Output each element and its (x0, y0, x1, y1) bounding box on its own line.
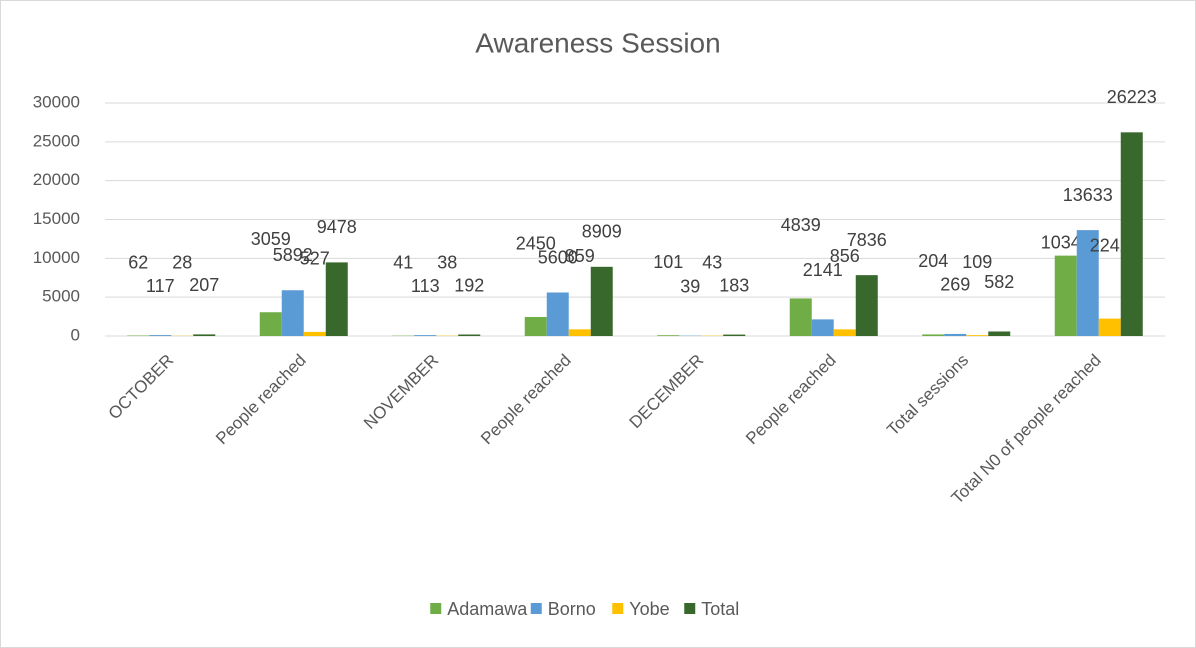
data-label: 859 (565, 246, 595, 266)
bar (524, 316, 547, 336)
data-label: 3059 (251, 229, 291, 249)
bar (1120, 132, 1143, 336)
bar (944, 333, 967, 336)
legend-swatch (530, 603, 542, 614)
bar (303, 331, 326, 336)
bar (1098, 318, 1121, 336)
bar (590, 266, 613, 336)
data-label: 113 (411, 276, 440, 296)
legend-label: Total (701, 599, 739, 619)
bar (259, 312, 282, 336)
data-label: 856 (830, 246, 860, 266)
bar (855, 275, 878, 336)
bar (414, 335, 437, 336)
data-label: 41 (393, 252, 413, 272)
data-label: 2242 (1090, 235, 1130, 255)
bar (149, 335, 172, 336)
data-label: 269 (940, 275, 970, 295)
data-label: 527 (300, 249, 330, 269)
bar (546, 292, 569, 336)
data-label: 8909 (582, 222, 622, 242)
y-tick-label: 20000 (33, 170, 80, 189)
chart-title: Awareness Session (475, 27, 720, 58)
legend-label: Adamawa (447, 599, 528, 619)
data-label: 117 (146, 276, 175, 296)
data-label: 192 (454, 275, 484, 295)
data-label: 109 (962, 252, 992, 272)
legend-swatch (430, 603, 442, 614)
data-label: 7836 (847, 230, 887, 250)
data-label: 207 (189, 275, 219, 295)
data-label: 2450 (516, 234, 556, 254)
data-label: 43 (702, 252, 722, 272)
bar (988, 331, 1011, 336)
bar (1076, 230, 1099, 336)
bar (657, 335, 680, 336)
bar (723, 334, 746, 336)
data-label: 28 (172, 253, 192, 273)
data-label: 204 (918, 251, 948, 271)
data-label: 9478 (317, 217, 357, 237)
y-tick-label: 5000 (42, 287, 80, 306)
data-label: 183 (719, 275, 749, 295)
legend-swatch (684, 603, 696, 614)
bar (922, 334, 945, 336)
y-tick-label: 0 (71, 325, 80, 344)
data-label: 5892 (273, 245, 313, 265)
data-label: 2141 (803, 260, 843, 280)
data-label: 26223 (1107, 87, 1157, 107)
legend-label: Yobe (629, 599, 669, 619)
bar (458, 334, 481, 336)
y-tick-label: 15000 (33, 209, 80, 228)
bar (833, 329, 856, 336)
bar (325, 262, 348, 336)
legend-swatch (612, 603, 624, 614)
bar (1054, 255, 1077, 336)
y-tick-label: 30000 (33, 92, 80, 111)
bar (568, 329, 591, 336)
bar (281, 290, 304, 336)
y-tick-label: 25000 (33, 131, 80, 150)
legend-label: Borno (548, 599, 596, 619)
data-label: 4839 (781, 215, 821, 235)
data-label: 62 (128, 252, 148, 272)
bar (966, 335, 989, 336)
bar (789, 298, 812, 336)
bar (193, 334, 216, 336)
data-label: 101 (653, 252, 683, 272)
data-label: 38 (437, 252, 457, 272)
data-label: 39 (680, 276, 700, 296)
bar (811, 319, 834, 336)
data-label: 5600 (538, 247, 578, 267)
data-label: 13633 (1063, 185, 1113, 205)
data-label: 582 (984, 272, 1014, 292)
y-tick-label: 10000 (33, 248, 80, 267)
